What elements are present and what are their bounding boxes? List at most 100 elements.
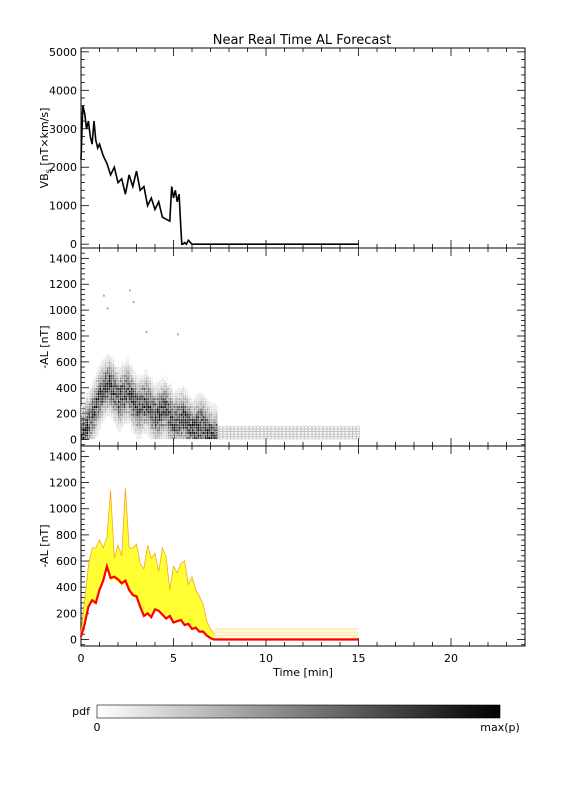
heatmap-cell (195, 400, 198, 403)
heatmap-cell (110, 411, 113, 414)
heatmap-cell (129, 421, 131, 424)
heatmap-cell (166, 403, 168, 406)
heatmap-cell (129, 413, 131, 416)
heatmap-cell (125, 359, 127, 362)
heatmap-cell (186, 408, 188, 411)
heatmap-cell (164, 390, 166, 393)
heatmap-cell (103, 385, 105, 388)
y-tick-label: 400 (56, 382, 77, 395)
heatmap-cell (204, 408, 207, 411)
heatmap-cell (195, 431, 198, 434)
heatmap-cell (140, 377, 142, 380)
heatmap-cell (177, 413, 179, 416)
heatmap-cell (173, 403, 175, 406)
heatmap-cell (88, 421, 90, 424)
heatmap-cell (182, 385, 185, 388)
heatmap-cell (184, 390, 187, 393)
heatmap-cell (142, 416, 144, 419)
heatmap-cell (166, 424, 168, 427)
heatmap-cell (131, 369, 133, 372)
heatmap-cell (190, 426, 192, 429)
heatmap-cell (105, 400, 107, 403)
heatmap-cell (97, 385, 100, 388)
heatmap-cell (82, 405, 85, 409)
heatmap-cell (201, 395, 203, 398)
heatmap-cell (95, 408, 98, 411)
heatmap-cell (147, 395, 150, 398)
heatmap-cell (175, 426, 177, 429)
heatmap-tail-cell (297, 431, 301, 435)
heatmap-cell (119, 369, 122, 372)
heatmap-cell (136, 400, 138, 403)
heatmap-cell (162, 418, 164, 421)
heatmap-cell (106, 403, 109, 406)
heatmap-cell (112, 359, 114, 362)
heatmap-cell (166, 377, 168, 380)
heatmap-cell (193, 408, 196, 411)
heatmap-cell (192, 436, 194, 440)
heatmap-cell (204, 426, 207, 429)
heatmap-cell (208, 408, 211, 411)
heatmap-cell (129, 380, 131, 383)
heatmap-cell (99, 413, 101, 416)
heatmap-cell (114, 398, 116, 401)
heatmap-cell (114, 372, 116, 375)
heatmap-cell (101, 411, 103, 414)
heatmap-cell (132, 400, 135, 403)
heatmap-cell (114, 416, 116, 419)
heatmap-tail-cell (219, 436, 224, 440)
heatmap-cell (156, 418, 159, 421)
heatmap-tail-cell (267, 434, 272, 437)
heatmap-cell (171, 392, 174, 396)
heatmap-tail-cell (271, 426, 275, 429)
heatmap-tail-cell (226, 428, 231, 432)
heatmap-cell (147, 416, 150, 419)
heatmap-cell (94, 395, 96, 398)
heatmap-cell (167, 392, 170, 396)
heatmap-tail-cell (245, 428, 249, 432)
heatmap-tail-cell (345, 431, 349, 435)
heatmap-cell (86, 405, 88, 409)
heatmap-cell (140, 380, 142, 383)
heatmap-cell (162, 403, 164, 406)
heatmap-cell (127, 372, 129, 375)
heatmap-cell (81, 431, 83, 434)
heatmap-cell (180, 405, 183, 409)
heatmap-cell (206, 429, 209, 432)
heatmap-cell (190, 431, 192, 434)
heatmap-cell (167, 413, 170, 416)
heatmap-cell (138, 390, 140, 393)
heatmap-cell (153, 387, 155, 390)
heatmap-cell (127, 405, 129, 409)
heatmap-cell (199, 424, 201, 427)
heatmap-tail-cell (215, 428, 220, 432)
heatmap-cell (95, 434, 98, 437)
heatmap-cell (99, 395, 101, 398)
heatmap-cell (156, 426, 159, 429)
heatmap-cell (193, 405, 196, 409)
heatmap-cell (171, 413, 174, 416)
heatmap-cell (101, 392, 103, 396)
heatmap-cell (132, 385, 135, 388)
heatmap-cell (88, 395, 90, 398)
heatmap-cell (116, 421, 118, 424)
heatmap-cell (125, 374, 127, 377)
heatmap-cell (199, 418, 201, 421)
heatmap-cell (97, 372, 100, 375)
heatmap-cell (186, 418, 188, 421)
heatmap-cell (153, 398, 155, 401)
heatmap-cell (110, 400, 113, 403)
heatmap-cell (131, 395, 133, 398)
heatmap-cell (112, 380, 114, 383)
heatmap-cell (132, 424, 135, 427)
heatmap-cell (190, 403, 192, 406)
heatmap-cell (94, 405, 96, 409)
heatmap-cell (116, 382, 118, 385)
heatmap-cell (175, 398, 177, 401)
heatmap-cell (210, 416, 212, 419)
heatmap-cell (182, 411, 185, 414)
heatmap-cell (129, 385, 131, 388)
heatmap-cell (147, 418, 150, 421)
heatmap-cell (97, 369, 100, 372)
